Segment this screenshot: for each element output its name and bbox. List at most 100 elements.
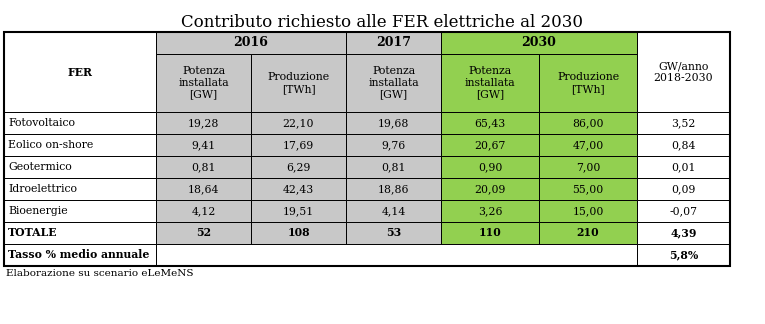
Text: Bioenergie: Bioenergie [8, 206, 67, 216]
Bar [251, 134, 346, 156]
Bar [346, 178, 441, 200]
Bar [441, 134, 539, 156]
Text: 7,00: 7,00 [576, 162, 601, 172]
Bar [251, 222, 346, 244]
Text: 2017: 2017 [376, 37, 411, 50]
Bar [539, 178, 637, 200]
Bar [156, 156, 251, 178]
Bar [637, 178, 730, 200]
Text: 53: 53 [386, 227, 401, 238]
Text: 86,00: 86,00 [572, 118, 604, 128]
Text: 18,64: 18,64 [188, 184, 220, 194]
Bar [156, 112, 251, 134]
Bar [4, 200, 156, 222]
Text: Geotermico: Geotermico [8, 162, 72, 172]
Text: 20,09: 20,09 [474, 184, 506, 194]
Text: 2016: 2016 [233, 37, 269, 50]
Bar [346, 134, 441, 156]
Bar [156, 178, 251, 200]
Text: Potenza
installata
[GW]: Potenza installata [GW] [464, 66, 516, 99]
Bar [346, 112, 441, 134]
Text: 0,90: 0,90 [478, 162, 502, 172]
Text: 52: 52 [196, 227, 211, 238]
Bar [539, 200, 637, 222]
Text: 42,43: 42,43 [283, 184, 314, 194]
Bar [637, 32, 730, 54]
Bar [637, 134, 730, 156]
Text: 19,51: 19,51 [283, 206, 314, 216]
Text: 55,00: 55,00 [572, 184, 604, 194]
Text: 47,00: 47,00 [572, 140, 604, 150]
Text: -0,07: -0,07 [669, 206, 698, 216]
Text: 0,81: 0,81 [381, 162, 405, 172]
Text: 0,84: 0,84 [672, 140, 695, 150]
Bar [251, 156, 346, 178]
Text: 4,14: 4,14 [382, 206, 405, 216]
Text: 9,76: 9,76 [382, 140, 405, 150]
Text: 22,10: 22,10 [283, 118, 314, 128]
Bar [156, 222, 251, 244]
Bar [539, 134, 637, 156]
Text: 108: 108 [287, 227, 310, 238]
Text: 3,26: 3,26 [478, 206, 503, 216]
Bar [251, 112, 346, 134]
Bar [441, 156, 539, 178]
Bar [441, 200, 539, 222]
Bar [346, 200, 441, 222]
Text: 2030: 2030 [522, 37, 556, 50]
Bar [4, 32, 156, 54]
Text: Eolico on-shore: Eolico on-shore [8, 140, 93, 150]
Text: 4,12: 4,12 [191, 206, 216, 216]
Text: Potenza
installata
[GW]: Potenza installata [GW] [368, 66, 418, 99]
Bar [441, 178, 539, 200]
Text: 0,81: 0,81 [191, 162, 216, 172]
Bar [156, 54, 251, 112]
Bar [4, 222, 156, 244]
Bar [156, 244, 637, 266]
Text: Fotovoltaico: Fotovoltaico [8, 118, 75, 128]
Text: 210: 210 [577, 227, 599, 238]
Text: 6,29: 6,29 [286, 162, 311, 172]
Bar [4, 156, 156, 178]
Text: 65,43: 65,43 [474, 118, 506, 128]
Text: 15,00: 15,00 [572, 206, 604, 216]
Bar [539, 156, 637, 178]
Bar [346, 156, 441, 178]
Text: GW/anno
2018-2030: GW/anno 2018-2030 [653, 61, 713, 83]
Text: TOTALE: TOTALE [8, 227, 57, 238]
Bar [637, 156, 730, 178]
Text: 19,68: 19,68 [378, 118, 409, 128]
Text: 19,28: 19,28 [188, 118, 220, 128]
Bar [4, 134, 156, 156]
Bar [4, 244, 156, 266]
Bar [539, 112, 637, 134]
Bar [251, 54, 346, 112]
Bar [637, 222, 730, 244]
Bar [4, 32, 730, 266]
Bar [346, 222, 441, 244]
Text: 3,52: 3,52 [672, 118, 695, 128]
Bar [441, 32, 637, 54]
Text: Potenza
installata
[GW]: Potenza installata [GW] [178, 66, 229, 99]
Bar [637, 112, 730, 134]
Bar [539, 54, 637, 112]
Bar [346, 32, 441, 54]
Text: Produzione
[TWh]: Produzione [TWh] [557, 72, 619, 94]
Bar [4, 112, 156, 134]
Bar [4, 178, 156, 200]
Text: FER: FER [67, 66, 93, 77]
Text: 0,01: 0,01 [671, 162, 695, 172]
Text: 0,09: 0,09 [672, 184, 695, 194]
Text: Elaborazione su scenario eLeMeNS: Elaborazione su scenario eLeMeNS [6, 269, 194, 278]
Bar [441, 54, 539, 112]
Bar [156, 32, 346, 54]
Bar [637, 244, 730, 266]
Bar [156, 134, 251, 156]
Bar [251, 178, 346, 200]
Bar [156, 200, 251, 222]
Bar [251, 200, 346, 222]
Bar [637, 32, 730, 112]
Bar [441, 222, 539, 244]
Bar [441, 112, 539, 134]
Text: Idroelettrico: Idroelettrico [8, 184, 77, 194]
